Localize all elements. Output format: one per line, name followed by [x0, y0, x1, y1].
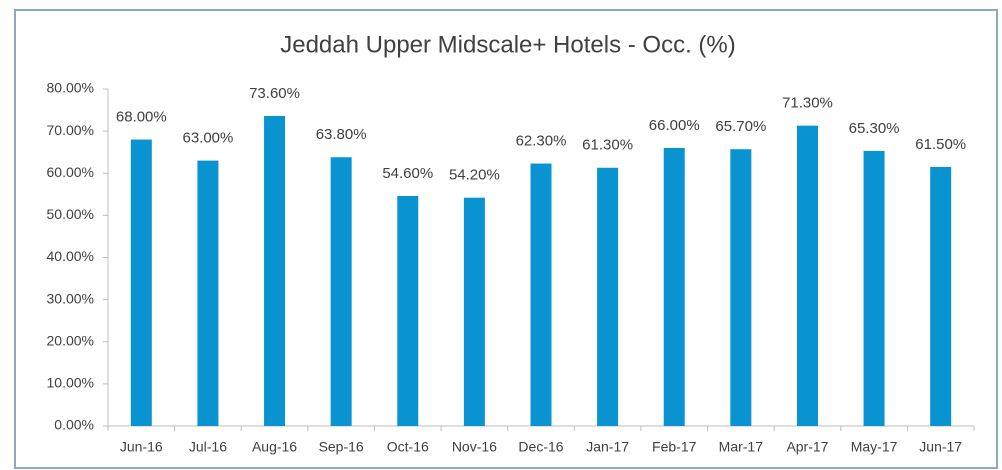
value-label: 68.00%	[116, 109, 167, 126]
value-label: 71.30%	[782, 95, 833, 112]
x-tick-label: Oct-16	[387, 439, 429, 455]
value-label: 61.50%	[915, 136, 966, 153]
y-tick-label: 0.00%	[54, 417, 94, 433]
bar	[330, 157, 352, 426]
y-tick-label: 30.00%	[47, 290, 94, 306]
value-label: 54.20%	[449, 167, 500, 184]
y-tick-label: 50.00%	[47, 206, 94, 222]
value-label: 61.30%	[582, 137, 633, 154]
bar	[796, 125, 818, 427]
x-tick-label: Apr-17	[786, 439, 828, 455]
bar	[397, 195, 419, 426]
value-label: 65.30%	[849, 120, 900, 137]
y-tick-label: 70.00%	[47, 122, 94, 138]
value-label: 65.70%	[715, 118, 766, 135]
x-tick-label: Feb-17	[652, 439, 697, 455]
bar	[197, 160, 219, 427]
x-tick-label: Jul-16	[189, 439, 227, 455]
value-label: 63.80%	[316, 126, 367, 143]
bar	[597, 167, 619, 426]
y-tick-label: 80.00%	[47, 80, 94, 96]
x-tick-label: Nov-16	[452, 439, 497, 455]
x-tick-label: Jun-17	[919, 439, 962, 455]
value-label: 73.60%	[249, 85, 300, 102]
x-tick-label: Mar-17	[719, 439, 764, 455]
x-tick-label: Aug-16	[252, 439, 297, 455]
value-label: 63.00%	[182, 130, 233, 147]
y-tick-label: 40.00%	[47, 248, 94, 264]
value-label: 62.30%	[516, 133, 567, 150]
bar	[130, 139, 152, 427]
chart-title: Jeddah Upper Midscale+ Hotels - Occ. (%)	[280, 31, 736, 58]
bar	[530, 163, 552, 426]
value-label: 54.60%	[382, 165, 433, 182]
x-tick-label: Dec-16	[518, 439, 563, 455]
bar	[663, 147, 685, 426]
y-tick-label: 60.00%	[47, 164, 94, 180]
bar	[863, 150, 885, 426]
y-tick-label: 20.00%	[47, 332, 94, 348]
x-tick-label: May-17	[851, 439, 898, 455]
bar	[264, 115, 286, 427]
x-tick-label: Sep-16	[319, 439, 364, 455]
x-tick-label: Jun-16	[120, 439, 163, 455]
bar	[463, 197, 485, 426]
y-tick-label: 10.00%	[47, 375, 94, 391]
x-tick-label: Jan-17	[586, 439, 629, 455]
bar	[930, 166, 952, 426]
bar	[730, 149, 752, 426]
chart-frame	[14, 9, 998, 469]
value-label: 66.00%	[649, 117, 700, 134]
